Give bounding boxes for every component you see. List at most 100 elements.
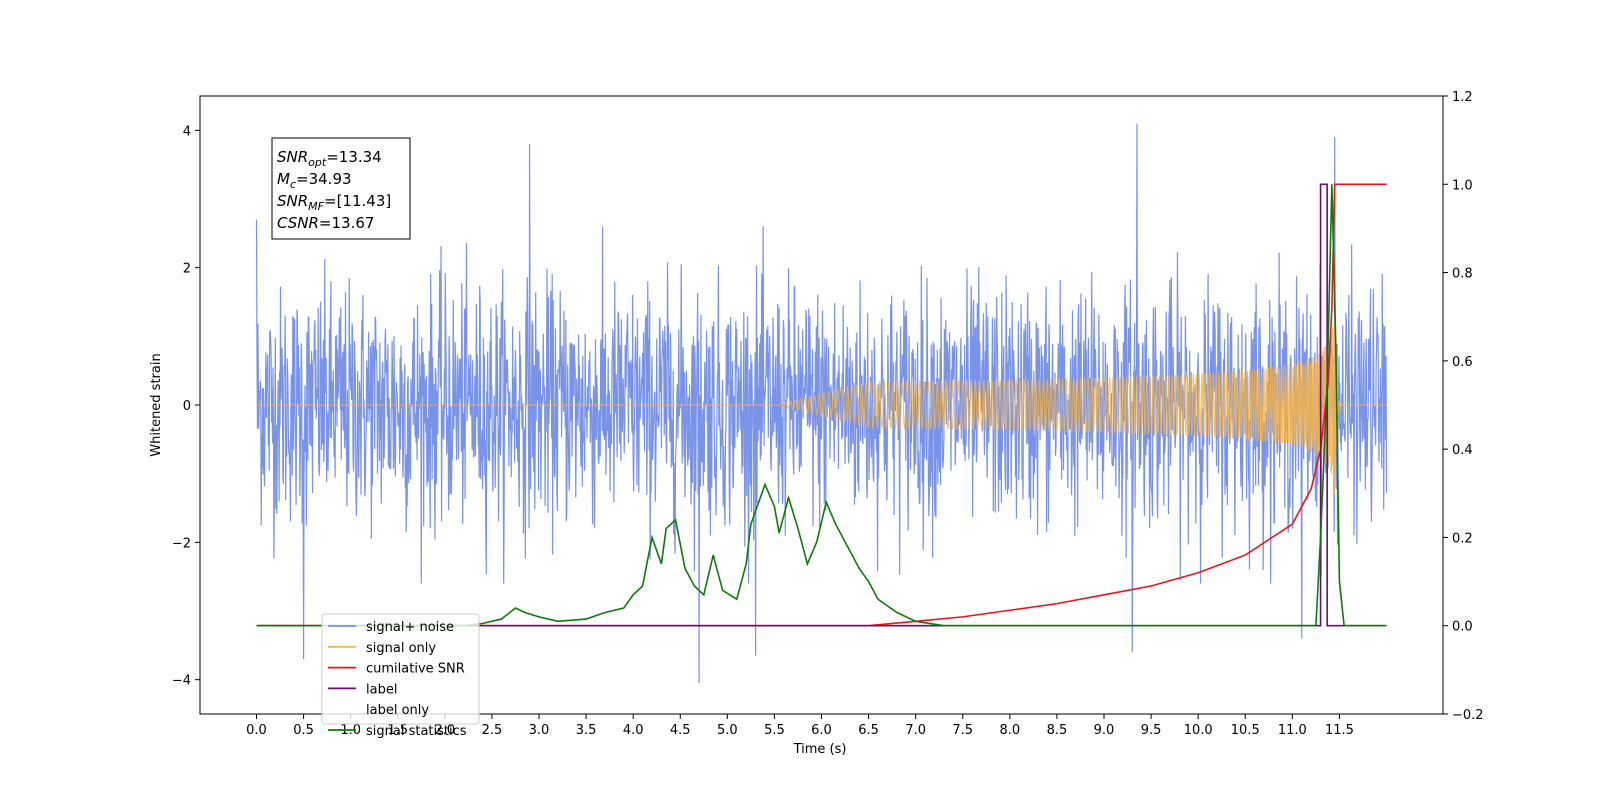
legend-entry: label xyxy=(328,682,397,697)
x-tick-label: 7.5 xyxy=(952,723,973,738)
legend-entry: signal only xyxy=(328,641,436,656)
y2-tick-label: −0.2 xyxy=(1452,708,1484,723)
x-tick-label: 1.5 xyxy=(387,723,408,738)
y2-tick-label: 0.4 xyxy=(1452,443,1473,458)
x-tick-label: 4.5 xyxy=(670,723,691,738)
x-tick: 3.0 xyxy=(529,714,550,738)
x-tick: 9.5 xyxy=(1141,714,1162,738)
y2-tick-label: 1.0 xyxy=(1452,178,1473,193)
annotation-frame xyxy=(271,137,411,240)
y2-tick: 0.0 xyxy=(1443,620,1473,635)
x-tick: 4.0 xyxy=(623,714,644,738)
y2-tick-label: 1.2 xyxy=(1452,90,1473,105)
x-tick-label: 3.0 xyxy=(529,723,550,738)
x-tick: 6.0 xyxy=(811,714,832,738)
x-tick-label: 10.5 xyxy=(1231,723,1260,738)
x-axis: 0.0 0.5 1.0 1.5 2.0 2.5 3.0 3.5 4.0 4.5 5.0 5.5 6.0 6… xyxy=(246,714,1354,738)
x-tick: 10.0 xyxy=(1184,714,1213,738)
y2-tick: 0.6 xyxy=(1443,355,1473,370)
annotation-line: SNRopt=13.34 xyxy=(277,148,382,169)
x-tick: 3.5 xyxy=(576,714,597,738)
y-tick: 4 xyxy=(183,124,200,139)
x-tick: 7.0 xyxy=(905,714,926,738)
x-tick-label: 2.0 xyxy=(434,723,455,738)
y-tick-label: −2 xyxy=(172,536,191,551)
x-tick: 11.0 xyxy=(1278,714,1307,738)
y2-tick-label: 0.6 xyxy=(1452,355,1473,370)
x-tick-label: 9.5 xyxy=(1141,723,1162,738)
series-signal-noise-line xyxy=(255,123,1388,684)
legend-label: signal only xyxy=(366,641,436,656)
x-tick-label: 0.5 xyxy=(293,723,314,738)
legend-entry: signal+ noise xyxy=(328,620,454,635)
y2-tick-label: 0.8 xyxy=(1452,267,1473,282)
x-tick-label: 3.5 xyxy=(576,723,597,738)
x-tick: 9.0 xyxy=(1094,714,1115,738)
x-tick-label: 9.0 xyxy=(1094,723,1115,738)
legend-label: cumilative SNR xyxy=(366,662,465,677)
y2-tick: 0.2 xyxy=(1443,531,1473,546)
series-signal-only-line xyxy=(256,317,1387,495)
x-axis-label: Time (s) xyxy=(793,742,847,757)
x-tick: 5.0 xyxy=(717,714,738,738)
legend-frame xyxy=(321,613,480,725)
y2-tick-label: 0.0 xyxy=(1452,620,1473,635)
y2-tick: 1.0 xyxy=(1443,178,1473,193)
x-tick-label: 11.5 xyxy=(1325,723,1354,738)
x-tick-label: 6.5 xyxy=(858,723,879,738)
series-layer xyxy=(255,123,1388,684)
y-axis-right: −0.2 0.0 0.2 0.4 0.6 0.8 1.0 1.2 xyxy=(1443,90,1484,723)
legend-entry: signal statistics xyxy=(328,724,467,739)
x-tick: 8.0 xyxy=(999,714,1020,738)
x-tick-label: 10.0 xyxy=(1184,723,1213,738)
y-axis-left: −4 −2 0 2 4 xyxy=(172,124,200,689)
annotation-line: CSNR=13.67 xyxy=(277,214,374,232)
x-tick: 10.5 xyxy=(1231,714,1260,738)
legend-entry: cumilative SNR xyxy=(328,662,465,677)
series-cumulative-snr-line xyxy=(256,183,1387,627)
annotation-line: Mc=34.93 xyxy=(277,170,352,191)
x-tick: 7.5 xyxy=(952,714,973,738)
legend-label: label only xyxy=(366,703,429,718)
y-tick-label: −4 xyxy=(172,674,191,689)
x-tick-label: 8.0 xyxy=(999,723,1020,738)
x-tick: 6.5 xyxy=(858,714,879,738)
y2-tick-label: 0.2 xyxy=(1452,531,1473,546)
y-tick: 0 xyxy=(183,399,200,414)
x-tick-label: 4.0 xyxy=(623,723,644,738)
stats-annotation-box: SNRopt=13.34Mc=34.93SNRMF=[11.43]CSNR=13… xyxy=(271,137,411,240)
y-tick: −4 xyxy=(172,674,200,689)
x-tick: 8.5 xyxy=(1047,714,1068,738)
legend-label: signal statistics xyxy=(366,724,467,739)
y2-tick: 0.4 xyxy=(1443,443,1473,458)
y-tick: −2 xyxy=(172,536,200,551)
y-axis-label: Whitened strain xyxy=(149,353,164,456)
x-tick-label: 0.0 xyxy=(246,723,267,738)
legend: signal+ noise signal only cumilative SNR la… xyxy=(321,613,480,739)
x-tick: 11.5 xyxy=(1325,714,1354,738)
legend-label: signal+ noise xyxy=(366,620,454,635)
x-tick-label: 7.0 xyxy=(905,723,926,738)
y-tick-label: 4 xyxy=(183,124,191,139)
y-tick-label: 2 xyxy=(183,262,191,277)
x-tick-label: 6.0 xyxy=(811,723,832,738)
x-tick-label: 5.5 xyxy=(764,723,785,738)
y-tick: 2 xyxy=(183,262,200,277)
series-signal-statistics-line xyxy=(256,184,1387,627)
x-tick: 5.5 xyxy=(764,714,785,738)
x-tick-label: 5.0 xyxy=(717,723,738,738)
x-tick-label: 2.5 xyxy=(482,723,503,738)
y2-tick: 0.8 xyxy=(1443,267,1473,282)
y2-tick: 1.2 xyxy=(1443,90,1473,105)
x-tick-label: 11.0 xyxy=(1278,723,1307,738)
x-tick-label: 8.5 xyxy=(1047,723,1068,738)
x-tick: 0.5 xyxy=(293,714,314,738)
x-tick: 0.0 xyxy=(246,714,267,738)
y-tick-label: 0 xyxy=(183,399,191,414)
x-tick: 2.5 xyxy=(482,714,503,738)
annotation-line: SNRMF=[11.43] xyxy=(277,192,391,213)
legend-label: label xyxy=(366,682,397,697)
x-tick: 4.5 xyxy=(670,714,691,738)
y2-tick: −0.2 xyxy=(1443,708,1484,723)
